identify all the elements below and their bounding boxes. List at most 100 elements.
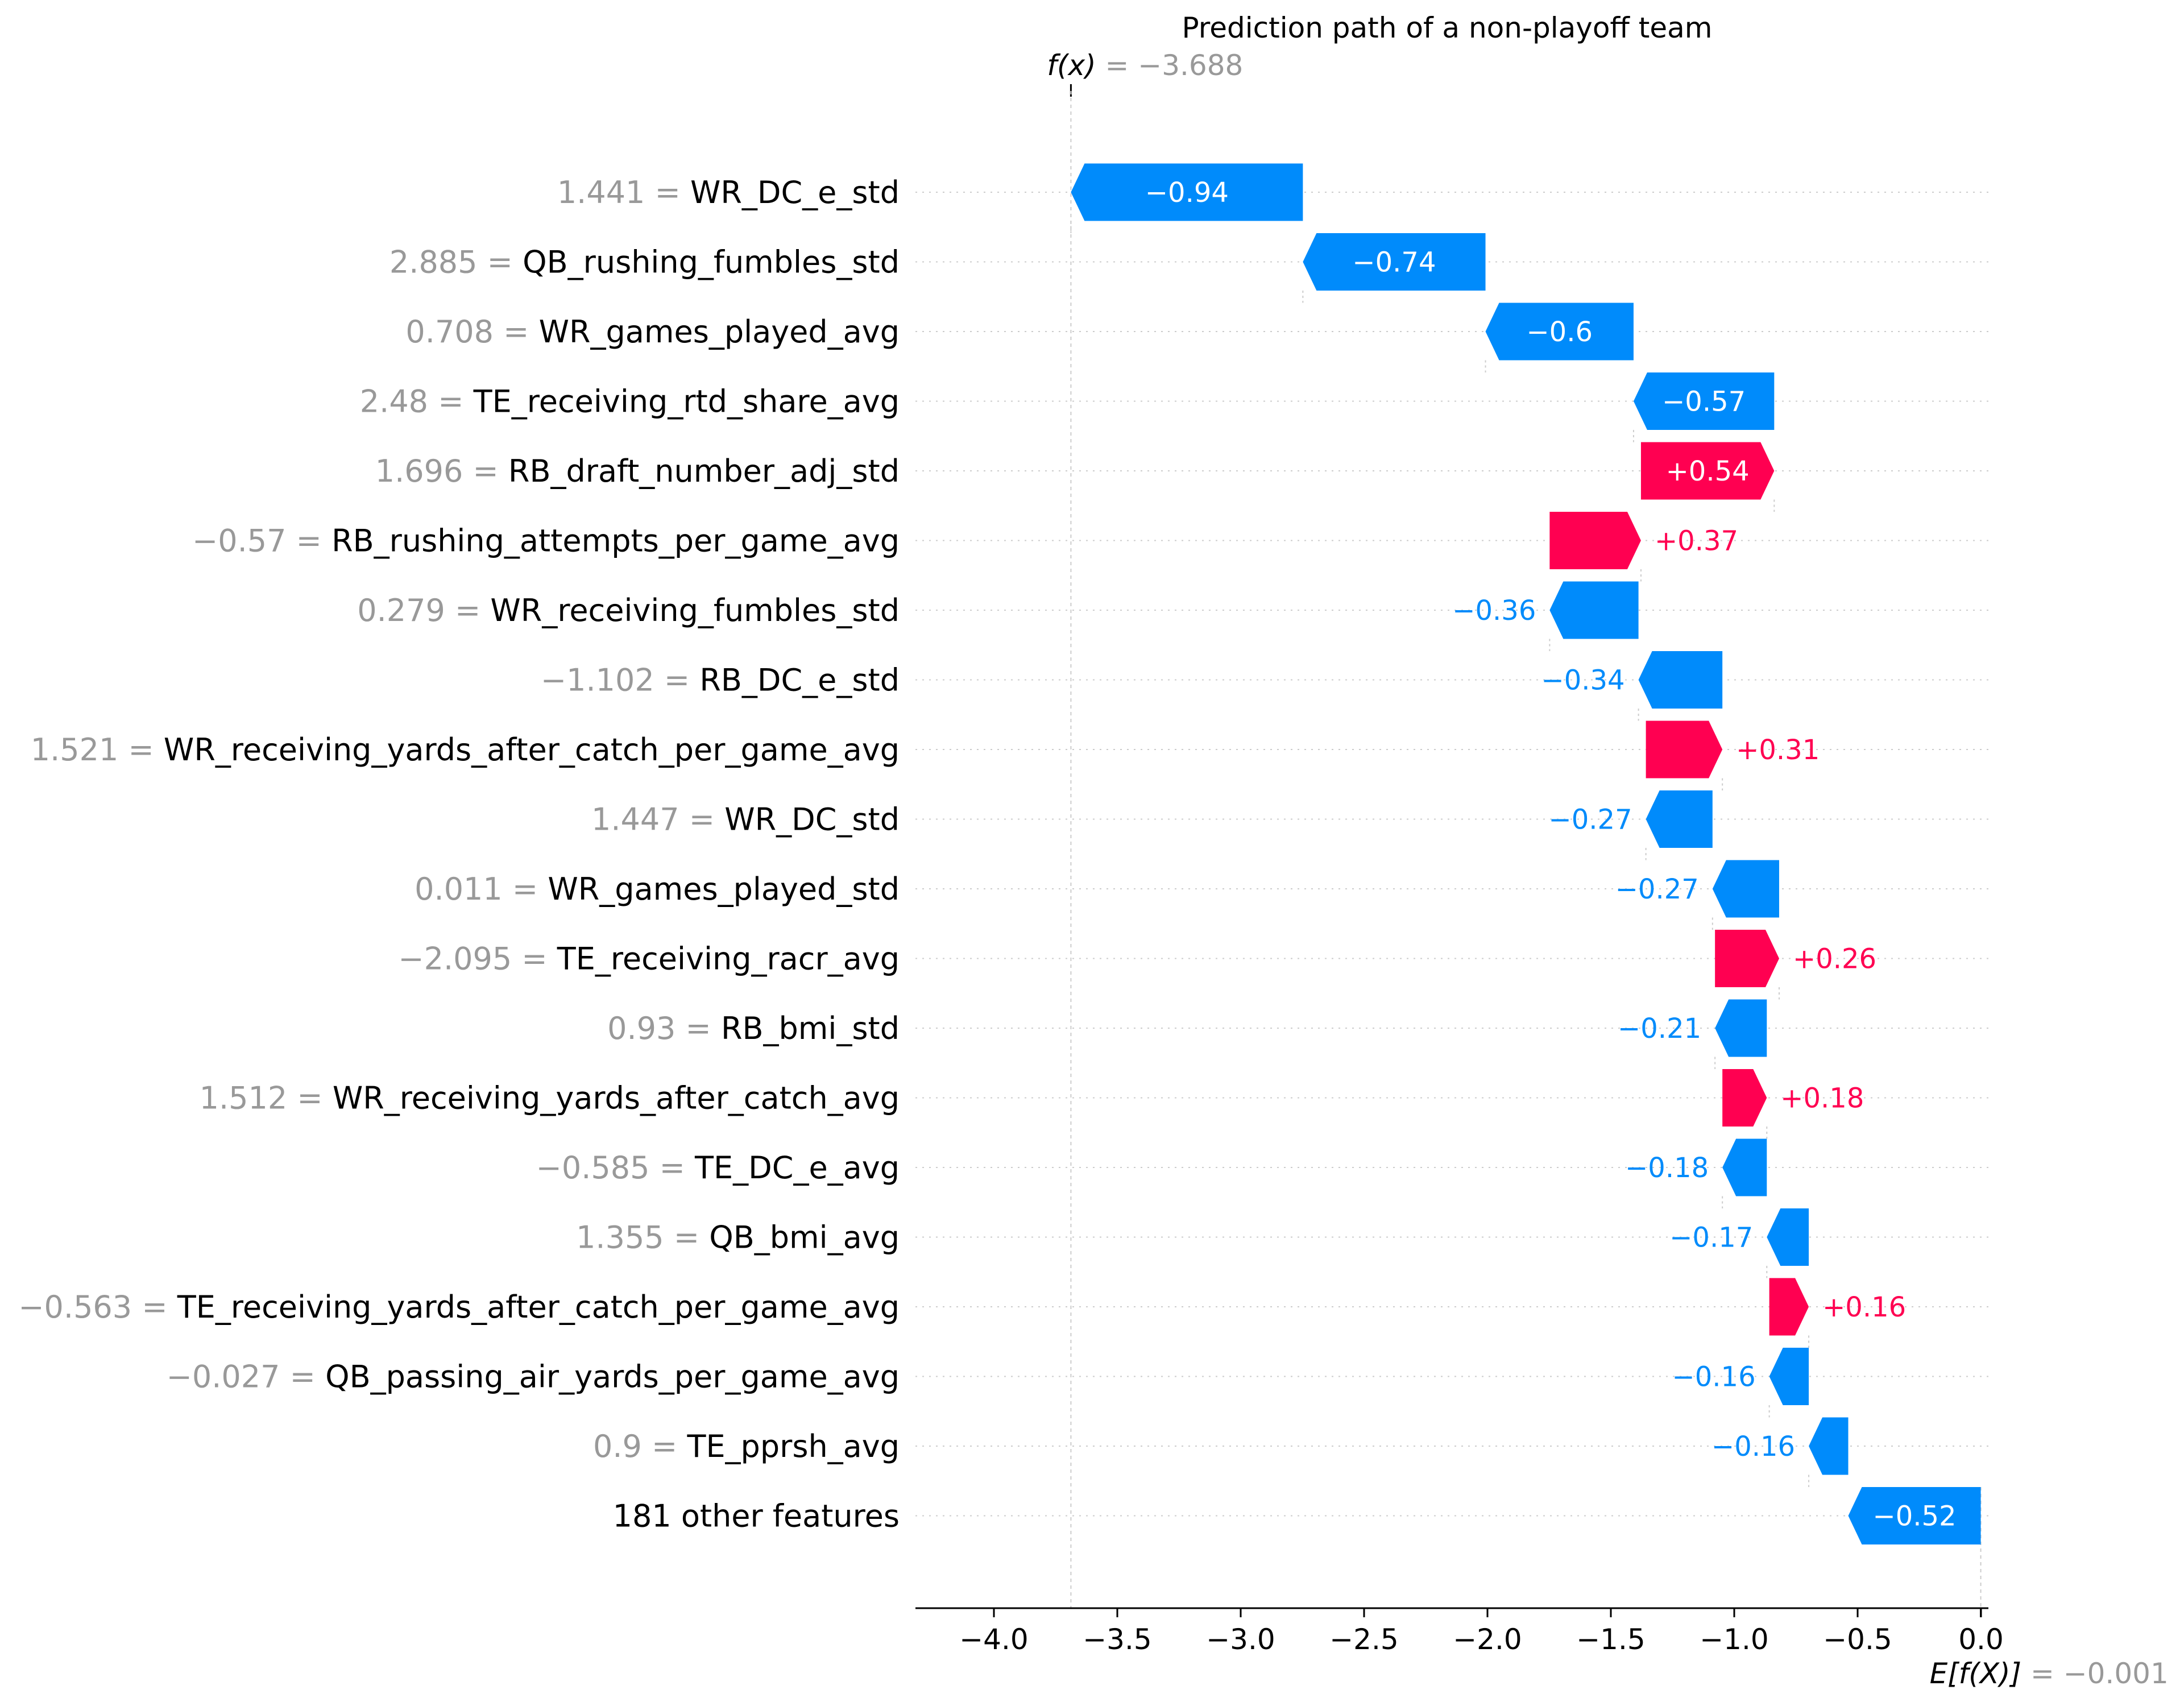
bar-value-label: −0.16 <box>1672 1361 1756 1393</box>
feature-label: 1.696 = RB_draft_number_adj_std <box>375 453 900 489</box>
feature-name: RB_bmi_std <box>721 1011 900 1046</box>
bar-value-label: +0.26 <box>1793 943 1876 975</box>
bar-value-label: −0.74 <box>1352 247 1436 279</box>
feature-name: WR_games_played_std <box>548 871 900 907</box>
bar-TE_pprsh_avg <box>1809 1417 1849 1475</box>
feature-label: 2.48 = TE_receiving_rtd_share_avg <box>360 384 900 420</box>
feature-name: TE_receiving_rtd_share_avg <box>473 384 900 420</box>
bar-TE_receiving_yards_after_catch_per_game_avg <box>1769 1278 1809 1336</box>
feature-value: 1.696 = <box>375 453 508 489</box>
feature-name: RB_DC_e_std <box>699 662 900 698</box>
bar-value-label: +0.31 <box>1736 734 1820 766</box>
feature-name: TE_DC_e_avg <box>694 1150 900 1186</box>
base-annotation: E[f(X)] = −0.001 <box>1930 1608 2169 1690</box>
feature-value: 2.48 = <box>360 384 474 420</box>
feature-name: TE_receiving_yards_after_catch_per_game_… <box>177 1289 900 1325</box>
bar-value-label: −0.52 <box>1872 1501 1956 1533</box>
bar-QB_bmi_avg <box>1767 1208 1809 1266</box>
base-symbol: E[f(X)] <box>1930 1657 2021 1690</box>
bar-RB_draft_number_adj_std <box>1640 442 1775 500</box>
feature-value: −0.027 = <box>167 1359 325 1395</box>
x-tick-label: 0.0 <box>1958 1623 2004 1656</box>
feature-value: −1.102 = <box>541 662 699 698</box>
feature-label: 1.441 = WR_DC_e_std <box>557 175 900 210</box>
feature-name: WR_DC_e_std <box>690 175 900 210</box>
feature-label: 0.279 = WR_receiving_fumbles_std <box>357 593 900 628</box>
bar-value-label: +0.54 <box>1666 455 1750 487</box>
feature-value: 0.9 = <box>593 1428 687 1464</box>
bar-value-label: +0.37 <box>1655 525 1738 557</box>
bar-value-label: −0.18 <box>1625 1152 1709 1184</box>
bar-value-label: −0.94 <box>1145 177 1229 209</box>
feature-label: 1.512 = WR_receiving_yards_after_catch_a… <box>200 1080 900 1116</box>
feature-labels: 1.441 = WR_DC_e_std 2.885 = QB_rushing_fu… <box>18 175 900 1534</box>
feature-name: 181 other features <box>613 1498 900 1534</box>
fx-symbol: f(x) <box>1047 49 1096 82</box>
feature-label: −1.102 = RB_DC_e_std <box>541 662 900 698</box>
feature-value: 1.512 = <box>200 1080 333 1116</box>
x-tick-label: −2.0 <box>1453 1623 1522 1656</box>
x-tick-label: −3.5 <box>1083 1623 1151 1656</box>
bar-RB_bmi_std <box>1715 999 1767 1057</box>
feature-name: WR_receiving_fumbles_std <box>490 593 900 628</box>
feature-value: −0.563 = <box>18 1289 177 1325</box>
bar-TE_receiving_racr_avg <box>1715 930 1779 987</box>
feature-name: WR_games_played_avg <box>539 314 900 350</box>
bar-value-label: −0.21 <box>1618 1013 1701 1045</box>
bar-QB_rushing_fumbles_std <box>1303 233 1486 291</box>
bar-TE_DC_e_avg <box>1722 1138 1767 1196</box>
row-gridlines <box>915 91 1988 1608</box>
feature-label: 0.93 = RB_bmi_std <box>607 1011 900 1046</box>
feature-label: −2.095 = TE_receiving_racr_avg <box>398 941 900 977</box>
bar-WR_games_played_std <box>1712 860 1779 918</box>
feature-label: −0.027 = QB_passing_air_yards_per_game_a… <box>167 1359 900 1395</box>
x-tick-label: −1.5 <box>1576 1623 1645 1656</box>
feature-name: WR_receiving_yards_after_catch_avg <box>333 1080 900 1116</box>
bar-WR_receiving_yards_after_catch_per_game_avg <box>1646 720 1723 778</box>
connector-lines <box>1070 221 1810 1487</box>
bar-181 other features <box>1848 1487 1981 1544</box>
feature-value: 0.011 = <box>415 871 548 907</box>
feature-label: −0.57 = RB_rushing_attempts_per_game_avg <box>192 523 900 559</box>
feature-value: 1.521 = <box>31 732 164 768</box>
fx-value: = −3.688 <box>1096 49 1244 82</box>
feature-label: −0.563 = TE_receiving_yards_after_catch_… <box>18 1289 900 1325</box>
bar-value-label: −0.6 <box>1526 316 1593 348</box>
bar-WR_DC_e_std <box>1071 163 1303 221</box>
bar-WR_DC_std <box>1646 790 1713 848</box>
fx-label: f(x) = −3.688 <box>1047 49 1243 82</box>
feature-value: −0.57 = <box>192 523 331 559</box>
bar-value-label: −0.16 <box>1711 1431 1795 1463</box>
feature-name: TE_receiving_racr_avg <box>557 941 900 977</box>
bar-WR_receiving_fumbles_std <box>1549 581 1639 639</box>
feature-value: 0.279 = <box>357 593 490 628</box>
feature-label: 181 other features <box>613 1498 900 1534</box>
bar-value-label: +0.18 <box>1780 1083 1864 1115</box>
feature-label: 0.708 = WR_games_played_avg <box>405 314 900 350</box>
feature-name: QB_rushing_fumbles_std <box>523 245 900 280</box>
base-value: = −0.001 <box>2021 1657 2169 1690</box>
x-tick-label: −2.5 <box>1329 1623 1398 1656</box>
bar-value-label: −0.27 <box>1549 804 1632 836</box>
bar-value-label: −0.36 <box>1452 595 1536 627</box>
feature-label: −0.585 = TE_DC_e_avg <box>536 1150 900 1186</box>
feature-label: 2.885 = QB_rushing_fumbles_std <box>389 245 900 280</box>
feature-name: WR_receiving_yards_after_catch_per_game_… <box>164 732 900 768</box>
feature-label: 1.447 = WR_DC_std <box>591 802 900 838</box>
feature-value: 2.885 = <box>389 245 523 280</box>
feature-value: 0.93 = <box>607 1011 721 1046</box>
bar-value-label: −0.34 <box>1541 665 1625 697</box>
feature-value: 0.708 = <box>405 314 538 350</box>
bar-value-label: −0.57 <box>1662 386 1746 418</box>
feature-value: 1.447 = <box>591 802 724 838</box>
chart-title: Prediction path of a non-playoff team <box>1182 11 1713 44</box>
x-tick-label: −0.5 <box>1823 1623 1892 1656</box>
feature-label: 1.355 = QB_bmi_avg <box>576 1220 900 1256</box>
bar-value-label: −0.17 <box>1669 1222 1753 1254</box>
feature-name: TE_pprsh_avg <box>686 1428 900 1464</box>
bar-RB_DC_e_std <box>1638 651 1723 709</box>
bars-layer: −0.94 −0.74 −0.6 −0.57 +0.54 +0.37 −0.36 −0.34 +… <box>1071 163 1981 1544</box>
feature-label: 0.9 = TE_pprsh_avg <box>593 1428 900 1464</box>
feature-name: RB_rushing_attempts_per_game_avg <box>331 523 900 559</box>
fx-annotation: f(x) = −3.688 <box>1047 49 1243 97</box>
